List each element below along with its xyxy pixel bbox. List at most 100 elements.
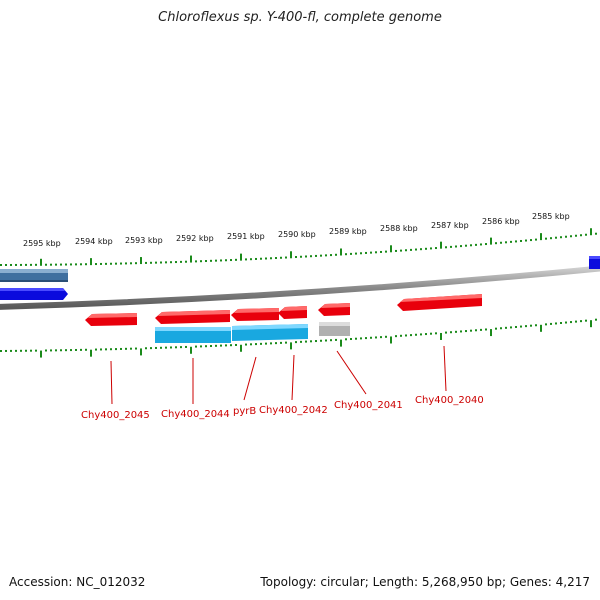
scale-minor-tick <box>325 339 327 342</box>
scale-minor-tick <box>225 259 227 262</box>
scale-minor-tick <box>15 263 17 266</box>
scale-minor-tick <box>125 262 127 265</box>
scale-minor-tick <box>460 330 462 333</box>
scale-major-tick <box>540 233 542 241</box>
scale-minor-tick <box>230 259 232 262</box>
scale-minor-tick <box>520 325 522 328</box>
scale-minor-tick <box>370 251 372 254</box>
scale-minor-tick <box>470 244 472 247</box>
scale-minor-tick <box>300 255 302 258</box>
scale-minor-tick <box>5 263 7 266</box>
scale-minor-tick <box>20 349 22 352</box>
scale-minor-tick <box>430 332 432 335</box>
gene-chy400-2040[interactable] <box>397 294 482 311</box>
scale-minor-tick <box>185 345 187 348</box>
scale-minor-tick <box>345 253 347 256</box>
scale-minor-tick <box>65 349 67 352</box>
scale-minor-tick <box>275 257 277 260</box>
gene-pyrb[interactable] <box>231 308 279 321</box>
gene-chy400-2044[interactable] <box>155 310 230 324</box>
scale-minor-tick <box>580 234 582 237</box>
scale-minor-tick <box>265 342 267 345</box>
gene-label-chy400-2041[interactable]: Chy400_2041 <box>334 400 403 411</box>
scale-minor-tick <box>220 259 222 262</box>
scale-minor-tick <box>520 239 522 242</box>
scale-major-tick <box>590 228 592 236</box>
scale-minor-tick <box>135 262 137 265</box>
scale-minor-tick <box>545 323 547 326</box>
cds-cyan-right[interactable] <box>232 324 308 341</box>
scale-major-tick <box>140 348 142 356</box>
scale-minor-tick <box>105 348 107 351</box>
scale-minor-tick <box>210 259 212 262</box>
scale-major-tick <box>290 251 292 259</box>
feature-reverse-blue[interactable] <box>0 288 68 300</box>
scale-minor-tick <box>395 335 397 338</box>
scale-major-tick <box>440 241 442 249</box>
scale-minor-tick <box>515 240 517 243</box>
scale-major-tick <box>90 349 92 357</box>
scale-minor-tick <box>55 263 57 266</box>
gene-label-chy400-2040[interactable]: Chy400_2040 <box>415 395 484 406</box>
feature-slate-blue[interactable] <box>0 269 68 282</box>
accession-text: Accession: NC_012032 <box>9 575 146 589</box>
scale-minor-tick <box>550 237 552 240</box>
scale-minor-tick <box>475 243 477 246</box>
scale-minor-tick <box>330 339 332 342</box>
scale-minor-tick <box>500 327 502 330</box>
gene-label-chy400-2045[interactable]: Chy400_2045 <box>81 410 150 421</box>
scale-minor-tick <box>220 344 222 347</box>
scale-minor-tick <box>335 253 337 256</box>
scale-minor-tick <box>455 330 457 333</box>
gene-label-chy400-2044[interactable]: Chy400_2044 <box>161 409 230 420</box>
scale-minor-tick <box>165 261 167 264</box>
scale-minor-tick <box>595 232 597 235</box>
gene-chy400-2041[interactable] <box>318 303 350 316</box>
scale-major-tick <box>590 320 592 328</box>
scale-major-tick <box>490 329 492 337</box>
scale-label: 2591 kbp <box>227 232 265 241</box>
scale-minor-tick <box>585 233 587 236</box>
scale-minor-tick <box>420 248 422 251</box>
scale-minor-tick <box>250 258 252 261</box>
scale-minor-tick <box>175 346 177 349</box>
gene-chy400-2045[interactable] <box>85 313 137 326</box>
scale-minor-tick <box>375 251 377 254</box>
scale-minor-tick <box>410 334 412 337</box>
scale-minor-tick <box>505 241 507 244</box>
scale-minor-tick <box>480 328 482 331</box>
leader-line <box>443 345 447 392</box>
label-leader-lines <box>110 345 447 405</box>
genome-backbone <box>0 265 600 310</box>
gene-label-pyrb[interactable]: pyrB <box>233 406 256 417</box>
scale-minor-tick <box>295 256 297 259</box>
scale-minor-tick <box>310 340 312 343</box>
scale-minor-tick <box>555 236 557 239</box>
cds-cyan-left[interactable] <box>155 327 231 343</box>
scale-minor-tick <box>100 348 102 351</box>
scale-minor-tick <box>60 263 62 266</box>
scale-major-tick <box>290 342 292 350</box>
gene-chy400-2042[interactable] <box>278 306 307 319</box>
scale-minor-tick <box>100 262 102 265</box>
scale-major-tick <box>40 350 42 358</box>
feature-right-blue[interactable] <box>589 256 600 269</box>
scale-label: 2592 kbp <box>176 234 214 243</box>
scale-minor-tick <box>145 261 147 264</box>
scale-minor-tick <box>300 340 302 343</box>
scale-minor-tick <box>180 260 182 263</box>
scale-minor-tick <box>585 319 587 322</box>
scale-minor-tick <box>125 347 127 350</box>
scale-minor-tick <box>305 340 307 343</box>
cds-gray[interactable] <box>319 322 350 336</box>
leader-line <box>336 350 367 395</box>
scale-minor-tick <box>485 243 487 246</box>
scale-minor-tick <box>380 336 382 339</box>
scale-minor-tick <box>0 350 2 352</box>
scale-minor-tick <box>120 262 122 265</box>
scale-minor-tick <box>255 257 257 260</box>
gene-label-chy400-2042[interactable]: Chy400_2042 <box>259 405 328 416</box>
scale-minor-tick <box>530 239 532 242</box>
scale-minor-tick <box>430 247 432 250</box>
scale-label: 2588 kbp <box>380 224 418 233</box>
